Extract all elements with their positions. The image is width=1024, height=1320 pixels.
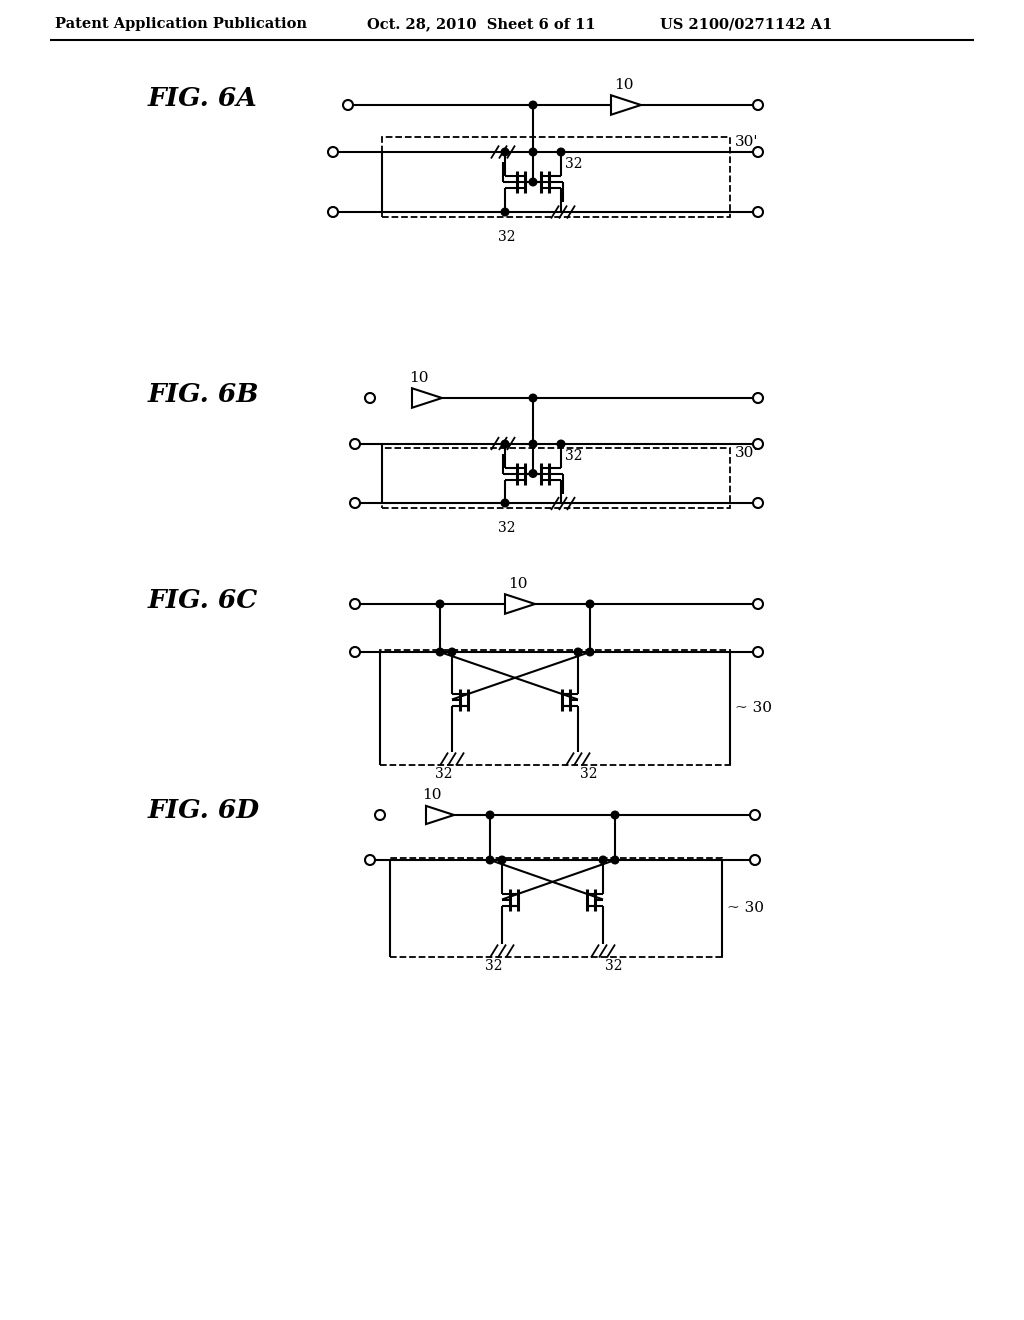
Circle shape: [611, 812, 618, 818]
Text: 32: 32: [565, 157, 583, 172]
Text: FIG. 6D: FIG. 6D: [148, 797, 260, 822]
Text: 32: 32: [499, 521, 516, 535]
Circle shape: [501, 499, 509, 507]
Circle shape: [753, 147, 763, 157]
Circle shape: [750, 810, 760, 820]
Circle shape: [350, 599, 360, 609]
Text: 32: 32: [499, 230, 516, 244]
Text: 10: 10: [614, 78, 634, 92]
Text: FIG. 6A: FIG. 6A: [148, 86, 258, 111]
Circle shape: [328, 147, 338, 157]
Circle shape: [529, 395, 537, 401]
Circle shape: [753, 440, 763, 449]
Circle shape: [449, 648, 456, 656]
Text: 30': 30': [735, 135, 759, 149]
Circle shape: [486, 812, 494, 818]
Circle shape: [611, 857, 618, 863]
Text: US 2100/0271142 A1: US 2100/0271142 A1: [660, 17, 833, 30]
Text: 32: 32: [485, 960, 503, 973]
Circle shape: [753, 599, 763, 609]
Text: 10: 10: [508, 577, 527, 591]
Circle shape: [365, 393, 375, 403]
Text: 32: 32: [580, 767, 597, 781]
Text: 10: 10: [410, 371, 429, 385]
Text: ~ 30: ~ 30: [735, 701, 772, 714]
Text: FIG. 6C: FIG. 6C: [148, 587, 258, 612]
Circle shape: [350, 440, 360, 449]
Circle shape: [599, 857, 607, 863]
Circle shape: [586, 601, 594, 607]
Text: 32: 32: [565, 449, 583, 462]
Circle shape: [753, 393, 763, 403]
Circle shape: [499, 857, 506, 863]
Circle shape: [486, 857, 494, 863]
Circle shape: [753, 100, 763, 110]
Text: 30': 30': [735, 446, 759, 459]
Text: FIG. 6B: FIG. 6B: [148, 383, 259, 408]
Circle shape: [529, 102, 537, 108]
Circle shape: [529, 148, 537, 156]
Circle shape: [529, 178, 537, 186]
Text: Oct. 28, 2010  Sheet 6 of 11: Oct. 28, 2010 Sheet 6 of 11: [367, 17, 596, 30]
Circle shape: [753, 498, 763, 508]
Circle shape: [557, 440, 565, 447]
Circle shape: [436, 601, 443, 607]
Circle shape: [350, 498, 360, 508]
Text: Patent Application Publication: Patent Application Publication: [55, 17, 307, 30]
Text: 10: 10: [422, 788, 441, 803]
Text: 32: 32: [435, 767, 453, 781]
Circle shape: [350, 647, 360, 657]
Circle shape: [529, 440, 537, 447]
Circle shape: [436, 648, 443, 656]
Text: 32: 32: [605, 960, 623, 973]
Circle shape: [557, 148, 565, 156]
Circle shape: [753, 647, 763, 657]
Circle shape: [529, 470, 537, 478]
Circle shape: [343, 100, 353, 110]
Circle shape: [328, 207, 338, 216]
Text: ~ 30: ~ 30: [727, 900, 764, 915]
Circle shape: [375, 810, 385, 820]
Circle shape: [501, 440, 509, 447]
Circle shape: [574, 648, 582, 656]
Circle shape: [586, 648, 594, 656]
Circle shape: [501, 209, 509, 215]
Circle shape: [365, 855, 375, 865]
Circle shape: [501, 148, 509, 156]
Circle shape: [753, 207, 763, 216]
Circle shape: [750, 855, 760, 865]
